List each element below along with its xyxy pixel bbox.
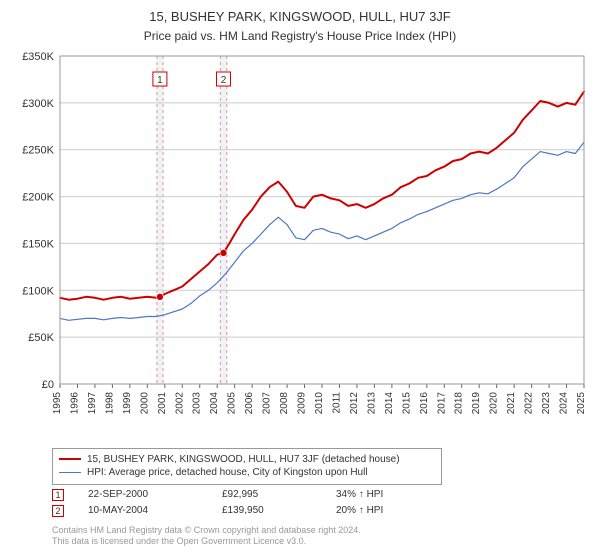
legend-label: 15, BUSHEY PARK, KINGSWOOD, HULL, HU7 3J… — [87, 453, 400, 467]
x-tick-label: 2000 — [139, 391, 150, 414]
x-tick-label: 2014 — [384, 391, 395, 414]
x-tick-label: 2019 — [471, 391, 482, 414]
y-tick-label: £200K — [22, 191, 54, 203]
x-tick-label: 2013 — [366, 391, 377, 414]
x-tick-label: 1996 — [69, 391, 80, 414]
credit-line-2: This data is licensed under the Open Gov… — [52, 536, 590, 548]
x-tick-label: 2005 — [227, 391, 238, 414]
x-tick-label: 1995 — [52, 391, 63, 414]
legend-row-1: HPI: Average price, detached house, City… — [59, 466, 435, 480]
x-tick-label: 2010 — [314, 391, 325, 414]
transaction-date: 22-SEP-2000 — [88, 489, 198, 500]
x-tick-label: 2012 — [349, 391, 360, 414]
legend-row-0: 15, BUSHEY PARK, KINGSWOOD, HULL, HU7 3J… — [59, 453, 435, 467]
x-tick-label: 2007 — [262, 391, 273, 414]
legend-swatch — [59, 458, 81, 460]
y-tick-label: £350K — [22, 51, 54, 63]
x-tick-label: 2011 — [331, 391, 342, 413]
x-tick-label: 2023 — [541, 391, 552, 414]
y-tick-label: £150K — [22, 238, 54, 250]
x-tick-label: 2024 — [559, 391, 570, 414]
transaction-price: £139,950 — [222, 505, 312, 516]
x-tick-label: 2016 — [419, 391, 430, 414]
transaction-marker-2 — [220, 249, 227, 256]
x-tick-label: 2020 — [489, 391, 500, 414]
x-tick-label: 2021 — [506, 391, 517, 414]
credit-text: Contains HM Land Registry data © Crown c… — [52, 525, 590, 548]
transaction-row-marker: 2 — [52, 505, 64, 517]
transaction-row-2: 2 10-MAY-2004 £139,950 20% ↑ HPI — [52, 505, 590, 517]
transaction-marker-label-2: 2 — [221, 75, 227, 86]
x-tick-label: 1997 — [87, 391, 98, 414]
transaction-row-marker: 1 — [52, 489, 64, 501]
x-tick-label: 1999 — [122, 391, 133, 414]
x-tick-label: 2001 — [157, 391, 168, 414]
x-tick-label: 2025 — [576, 391, 587, 414]
chart-subtitle: Price paid vs. HM Land Registry's House … — [10, 28, 590, 44]
x-tick-label: 2009 — [297, 391, 308, 414]
y-tick-label: £250K — [22, 144, 54, 156]
transaction-marker-1 — [156, 293, 163, 300]
y-tick-label: £50K — [28, 332, 54, 344]
transaction-delta: 20% ↑ HPI — [336, 505, 383, 516]
transaction-marker-label-1: 1 — [157, 75, 163, 86]
transaction-row-1: 1 22-SEP-2000 £92,995 34% ↑ HPI — [52, 489, 590, 501]
y-tick-label: £300K — [22, 98, 54, 110]
y-tick-label: £0 — [42, 379, 54, 391]
chart-svg: £0 £50K £100K £150K £200K £250K £300K £350K 1995… — [12, 50, 588, 440]
x-tick-label: 2008 — [279, 391, 290, 414]
credit-line-1: Contains HM Land Registry data © Crown c… — [52, 525, 590, 537]
x-tick-label: 2018 — [454, 391, 465, 414]
transaction-delta: 34% ↑ HPI — [336, 489, 383, 500]
x-tick-label: 2003 — [192, 391, 203, 414]
legend-swatch — [59, 472, 81, 473]
transaction-price: £92,995 — [222, 489, 312, 500]
x-tick-label: 2017 — [436, 391, 447, 414]
x-tick-label: 1998 — [104, 391, 115, 414]
x-tick-label: 2015 — [401, 391, 412, 414]
legend: 15, BUSHEY PARK, KINGSWOOD, HULL, HU7 3J… — [52, 448, 442, 485]
x-tick-label: 2006 — [244, 391, 255, 414]
x-tick-label: 2002 — [174, 391, 185, 414]
transaction-date: 10-MAY-2004 — [88, 505, 198, 516]
x-tick-label: 2022 — [524, 391, 535, 414]
y-tick-label: £100K — [22, 285, 54, 297]
legend-label: HPI: Average price, detached house, City… — [87, 466, 368, 480]
x-tick-label: 2004 — [209, 391, 220, 414]
chart-area: £0 £50K £100K £150K £200K £250K £300K £350K 1995… — [12, 50, 588, 440]
chart-title: 15, BUSHEY PARK, KINGSWOOD, HULL, HU7 3J… — [10, 8, 590, 26]
